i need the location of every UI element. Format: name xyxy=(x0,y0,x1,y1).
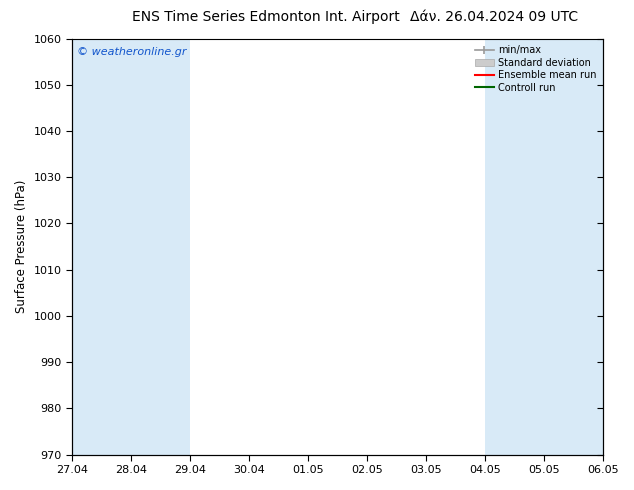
Legend: min/max, Standard deviation, Ensemble mean run, Controll run: min/max, Standard deviation, Ensemble me… xyxy=(472,44,598,95)
Bar xyxy=(603,39,633,455)
Text: © weatheronline.gr: © weatheronline.gr xyxy=(77,47,187,57)
Bar xyxy=(131,39,190,455)
Y-axis label: Surface Pressure (hPa): Surface Pressure (hPa) xyxy=(15,180,28,313)
Bar xyxy=(485,39,544,455)
Bar xyxy=(544,39,603,455)
Text: Δάν. 26.04.2024 09 UTC: Δάν. 26.04.2024 09 UTC xyxy=(410,10,579,24)
Text: ENS Time Series Edmonton Int. Airport: ENS Time Series Edmonton Int. Airport xyxy=(133,10,400,24)
Bar xyxy=(72,39,131,455)
